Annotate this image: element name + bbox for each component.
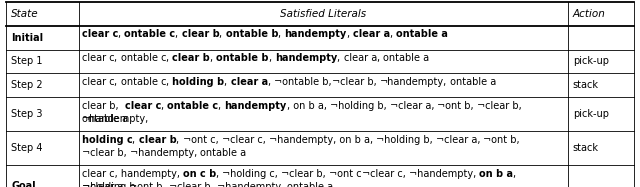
Text: ,: , [513,169,520,179]
Text: ¬clear c,: ¬clear c, [221,135,269,145]
Text: ,: , [175,29,182,39]
Text: ,: , [177,135,182,145]
Text: ,: , [161,101,167,111]
Text: ¬handempty,: ¬handempty, [129,148,200,158]
Text: ¬ontable b,: ¬ontable b, [274,77,332,87]
Text: ¬ont c: ¬ont c [329,169,362,179]
Text: clear b: clear b [139,135,177,145]
Text: handempty: handempty [284,29,347,39]
Text: handempty: handempty [275,53,337,63]
Text: ¬handempty,: ¬handempty, [82,114,149,124]
Text: on b a: on b a [479,169,513,179]
Text: ¬clear b,: ¬clear b, [169,182,217,187]
Text: ,: , [216,169,222,179]
Text: clear b,: clear b, [82,101,125,111]
Text: ontable b: ontable b [216,53,269,63]
Text: Initial: Initial [12,33,44,43]
Text: ¬clear b,: ¬clear b, [332,77,376,87]
Text: ontable c: ontable c [124,29,175,39]
Text: clear a: clear a [230,77,268,87]
Text: stack: stack [573,80,599,90]
Text: clear c: clear c [82,29,118,39]
Text: ,: , [166,77,172,87]
Text: ¬handempty,: ¬handempty, [380,77,447,87]
Text: clear c, handempty,: clear c, handempty, [82,169,183,179]
Text: ¬handempty,: ¬handempty, [409,169,479,179]
Text: pick-up: pick-up [573,109,609,119]
Text: ¬clear a,: ¬clear a, [82,182,129,187]
Text: ¬ont b,: ¬ont b, [437,101,477,111]
Text: ,: , [377,53,383,63]
Text: ¬holding b,: ¬holding b, [376,135,436,145]
Text: Step 3: Step 3 [12,109,43,119]
Text: ontable c: ontable c [120,53,166,63]
Text: ¬handempty, on b a,: ¬handempty, on b a, [269,135,376,145]
Text: ,: , [115,53,120,63]
Text: ontable c: ontable c [120,77,166,87]
Text: ontable a: ontable a [447,77,496,87]
Text: Goal: Goal [12,181,36,187]
Text: ¬clear b,: ¬clear b, [282,169,329,179]
Text: ¬handempty,: ¬handempty, [217,182,287,187]
Text: ,: , [225,77,230,87]
Text: ¬clear b,: ¬clear b, [477,101,525,111]
Text: ¬ont b,: ¬ont b, [129,182,169,187]
Text: Step 4: Step 4 [12,143,43,153]
Text: clear b: clear b [172,53,210,63]
Text: ontable a: ontable a [200,148,246,158]
Text: Step 2: Step 2 [12,80,43,90]
Text: ¬clear b,: ¬clear b, [82,148,129,158]
Text: clear c: clear c [82,53,115,63]
Text: clear a: clear a [344,53,377,63]
Text: handempty: handempty [225,101,287,111]
Text: ,: , [218,101,225,111]
Text: ,: , [118,29,124,39]
Text: ontable b: ontable b [226,29,278,39]
Text: holding c: holding c [82,135,132,145]
Text: ,: , [278,29,284,39]
Text: Step 1: Step 1 [12,56,43,66]
Text: State: State [12,9,39,19]
Text: ,: , [132,135,139,145]
Text: ontable a: ontable a [383,53,429,63]
Text: ontable a: ontable a [82,114,128,124]
Text: ¬holding b,: ¬holding b, [330,101,390,111]
Text: ,: , [166,53,172,63]
Text: ¬clear c,: ¬clear c, [362,169,409,179]
Text: ¬ont b,: ¬ont b, [483,135,520,145]
Text: ¬clear a,: ¬clear a, [436,135,483,145]
Text: clear a: clear a [353,29,390,39]
Text: clear c: clear c [82,77,115,87]
Text: ¬clear a,: ¬clear a, [390,101,437,111]
Text: Satisfied Literals: Satisfied Literals [280,9,366,19]
Text: clear c: clear c [125,101,161,111]
Text: holding b: holding b [172,77,225,87]
Text: ,: , [115,77,120,87]
Text: ,: , [220,29,226,39]
Text: ¬holding b,: ¬holding b, [82,182,138,187]
Text: ontable c: ontable c [167,101,218,111]
Text: ,: , [390,29,396,39]
Text: clear b: clear b [182,29,220,39]
Text: stack: stack [573,143,599,153]
Text: ,: , [347,29,353,39]
Text: ,: , [210,53,216,63]
Text: on c b: on c b [183,169,216,179]
Text: ¬holding c,: ¬holding c, [222,169,282,179]
Text: ,: , [268,77,274,87]
Text: ontable a: ontable a [396,29,448,39]
Text: ,: , [269,53,275,63]
Text: ,: , [337,53,344,63]
Text: Action: Action [573,9,605,19]
Text: ontable a: ontable a [287,182,333,187]
Text: , on b a,: , on b a, [287,101,330,111]
Text: ¬ont c,: ¬ont c, [182,135,221,145]
Text: pick-up: pick-up [573,56,609,66]
